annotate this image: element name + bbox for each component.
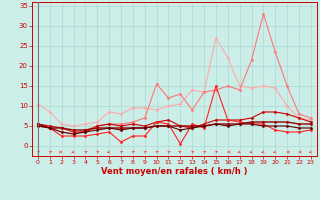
X-axis label: Vent moyen/en rafales ( km/h ): Vent moyen/en rafales ( km/h ) (101, 167, 248, 176)
